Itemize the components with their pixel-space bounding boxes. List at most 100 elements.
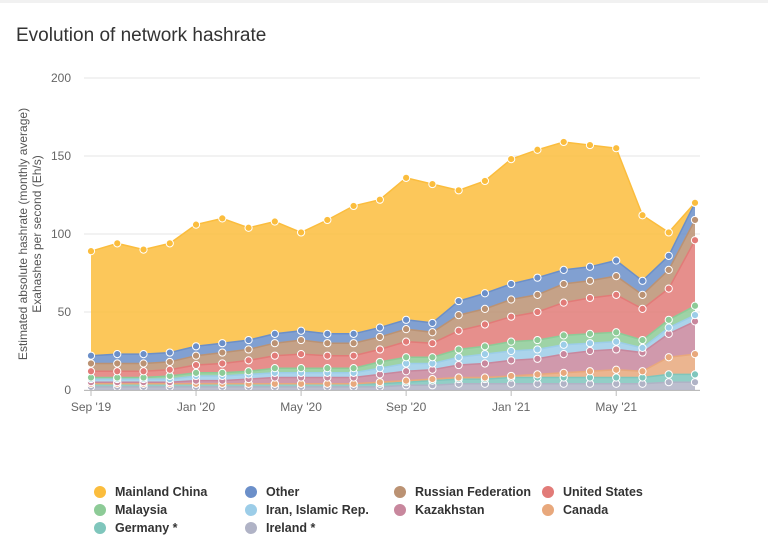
legend-item[interactable]: Other (245, 485, 299, 499)
data-point (113, 350, 122, 359)
data-point (323, 215, 332, 225)
data-point (664, 353, 673, 362)
data-point (86, 367, 96, 376)
data-point (585, 276, 595, 285)
data-point (349, 329, 358, 338)
legend-marker-icon (94, 522, 106, 534)
data-point (296, 335, 306, 345)
data-point (533, 345, 542, 354)
x-tick-label: May '20 (280, 400, 322, 414)
data-point (533, 290, 542, 299)
data-point (375, 323, 384, 332)
data-point (507, 337, 516, 346)
data-point (244, 356, 253, 365)
data-point (690, 198, 700, 207)
legend-item[interactable]: Mainland China (94, 485, 207, 499)
legend-label: United States (563, 485, 643, 499)
legend-marker-icon (245, 486, 257, 498)
data-point (454, 186, 463, 195)
legend-marker-icon (542, 486, 554, 498)
legend-item[interactable]: United States (542, 485, 643, 499)
data-point (349, 351, 358, 360)
y-tick-label: 100 (51, 227, 71, 241)
legend-item[interactable]: Malaysia (94, 503, 167, 517)
data-point (244, 223, 253, 232)
data-point (638, 276, 647, 285)
x-tick-label: Jan '21 (492, 400, 531, 414)
data-point (402, 376, 411, 385)
legend-label: Ireland * (266, 521, 316, 535)
area-canada (91, 354, 695, 384)
data-point (244, 367, 253, 376)
data-point (428, 328, 437, 337)
data-point (559, 340, 568, 349)
series-line (90, 202, 696, 357)
data-point (296, 364, 306, 373)
data-point (349, 364, 358, 373)
legend-item[interactable]: Canada (542, 503, 608, 517)
data-point (585, 140, 595, 150)
data-point (638, 343, 647, 352)
legend-item[interactable]: Germany * (94, 521, 178, 535)
data-point (86, 359, 96, 368)
data-point (244, 335, 253, 345)
data-point (533, 307, 542, 317)
series-line (91, 305, 696, 379)
data-point (454, 353, 463, 362)
data-point (638, 290, 647, 299)
data-point (86, 351, 96, 360)
data-point (218, 359, 227, 368)
data-point (165, 357, 174, 367)
data-point (559, 265, 568, 274)
data-point (664, 378, 673, 387)
data-point (690, 301, 700, 310)
data-point (507, 346, 516, 356)
data-point (612, 290, 621, 299)
data-point (533, 273, 542, 282)
data-point (638, 335, 647, 345)
data-point (664, 284, 673, 293)
area-russian-federation (91, 220, 695, 372)
data-point (191, 220, 201, 229)
data-point (533, 145, 542, 154)
data-point (270, 339, 279, 348)
data-point (270, 329, 279, 338)
data-point (113, 367, 122, 376)
legend-label: Other (266, 485, 300, 499)
data-point (664, 323, 673, 332)
data-point (480, 176, 490, 186)
hashrate-chart: 0 50 100 150 200 Sep '19 Jan '20 May '20 Sep '20… (16, 71, 700, 414)
data-point (402, 325, 411, 334)
legend-label: Mainland China (115, 485, 208, 499)
x-tick-label: Sep '19 (71, 400, 112, 414)
data-point (533, 335, 542, 345)
data-point (296, 228, 306, 237)
data-point (664, 370, 673, 379)
area-mainland-china (91, 142, 695, 356)
legend-marker-icon (245, 522, 257, 534)
data-point (113, 239, 122, 248)
x-tick-label: Jan '20 (177, 400, 216, 414)
legend-item[interactable]: Ireland * (245, 521, 315, 535)
area-united-states (91, 240, 695, 378)
data-point (428, 339, 437, 348)
data-point (454, 373, 463, 382)
data-point (507, 295, 516, 304)
data-point (585, 293, 595, 303)
data-point (612, 272, 621, 281)
data-point (480, 304, 490, 313)
data-point (323, 329, 332, 338)
axes: 0 50 100 150 200 Sep '19 Jan '20 May '20 Sep '20… (16, 71, 700, 414)
legend-item[interactable]: Russian Federation (394, 485, 531, 499)
data-point (612, 337, 621, 346)
legend-item[interactable]: Kazakhstan (394, 503, 484, 517)
legend-label: Kazakhstan (415, 503, 485, 517)
data-point (349, 339, 358, 348)
data-point (165, 239, 174, 248)
data-point (480, 359, 490, 368)
data-point (507, 356, 516, 365)
legend-item[interactable]: Iran, Islamic Rep. (245, 503, 369, 517)
legend-marker-icon (394, 504, 406, 516)
data-point (480, 320, 490, 329)
series-line (91, 320, 696, 383)
